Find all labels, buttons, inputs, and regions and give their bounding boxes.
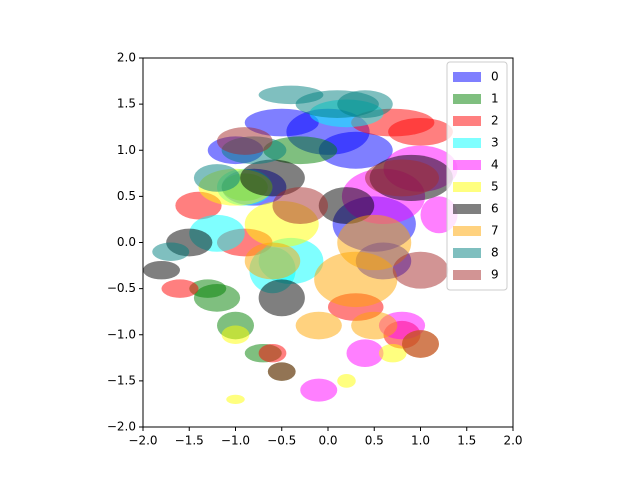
ellipse bbox=[318, 187, 375, 225]
ellipse bbox=[193, 164, 241, 192]
legend-label: 3 bbox=[491, 136, 499, 150]
x-tick-label: 1.0 bbox=[411, 434, 430, 448]
ellipse bbox=[402, 330, 439, 358]
y-tick-label: −1.0 bbox=[107, 327, 136, 341]
x-tick-label: 1.5 bbox=[457, 434, 476, 448]
ellipse bbox=[267, 362, 296, 381]
legend-label: 6 bbox=[491, 202, 499, 216]
y-tick-label: 0.5 bbox=[117, 189, 136, 203]
ellipse bbox=[337, 90, 393, 118]
ellipse bbox=[337, 214, 412, 271]
ellipse bbox=[392, 251, 449, 289]
ellipse bbox=[351, 311, 398, 340]
ellipse bbox=[346, 339, 384, 368]
x-tick-label: −1.0 bbox=[221, 434, 250, 448]
x-tick-label: −2.0 bbox=[128, 434, 157, 448]
y-tick-label: 1.0 bbox=[117, 143, 136, 157]
legend-swatch bbox=[453, 72, 481, 82]
ellipse bbox=[258, 343, 287, 363]
y-tick-label: 0.0 bbox=[117, 235, 136, 249]
ellipse bbox=[365, 159, 439, 197]
ellipse bbox=[152, 242, 190, 261]
plot-area bbox=[143, 85, 458, 404]
legend-swatch bbox=[453, 138, 481, 148]
ellipse bbox=[244, 242, 301, 280]
ellipse bbox=[161, 279, 199, 298]
ellipse bbox=[226, 394, 245, 404]
ellipse bbox=[318, 131, 393, 169]
legend-swatch bbox=[453, 116, 481, 126]
ellipse bbox=[378, 343, 407, 363]
legend-swatch bbox=[453, 94, 481, 104]
ellipse bbox=[272, 187, 328, 225]
ellipse bbox=[221, 325, 250, 344]
legend-label: 0 bbox=[491, 70, 499, 84]
legend-swatch bbox=[453, 160, 481, 170]
legend-swatch bbox=[453, 226, 481, 236]
ellipse bbox=[295, 311, 342, 340]
legend-label: 2 bbox=[491, 114, 499, 128]
legend-swatch bbox=[453, 182, 481, 192]
legend-swatch bbox=[453, 270, 481, 280]
y-tick-label: −1.5 bbox=[107, 373, 136, 387]
ellipse bbox=[388, 117, 453, 146]
ellipse bbox=[189, 279, 227, 298]
ellipse bbox=[337, 373, 356, 388]
legend-swatch bbox=[453, 248, 481, 258]
x-tick-label: −0.5 bbox=[267, 434, 296, 448]
y-tick-label: 2.0 bbox=[117, 51, 136, 65]
y-tick-label: −0.5 bbox=[107, 281, 136, 295]
legend-swatch bbox=[453, 204, 481, 214]
y-tick-label: −2.0 bbox=[107, 420, 136, 434]
legend-label: 8 bbox=[491, 246, 499, 260]
x-tick-label: 0.0 bbox=[318, 434, 337, 448]
ellipse bbox=[240, 159, 305, 197]
x-tick-label: 0.5 bbox=[365, 434, 384, 448]
legend-label: 7 bbox=[491, 224, 499, 238]
legend-label: 4 bbox=[491, 158, 499, 172]
ellipse bbox=[143, 260, 180, 280]
legend-label: 5 bbox=[491, 180, 499, 194]
x-tick-label: 2.0 bbox=[503, 434, 522, 448]
ellipse bbox=[300, 378, 338, 402]
legend-label: 1 bbox=[491, 92, 499, 106]
x-tick-label: −1.5 bbox=[175, 434, 204, 448]
ellipse bbox=[258, 279, 305, 317]
y-tick-label: 1.5 bbox=[117, 97, 136, 111]
ellipse bbox=[244, 108, 319, 137]
ellipse bbox=[217, 127, 273, 155]
legend-label: 9 bbox=[491, 268, 499, 282]
